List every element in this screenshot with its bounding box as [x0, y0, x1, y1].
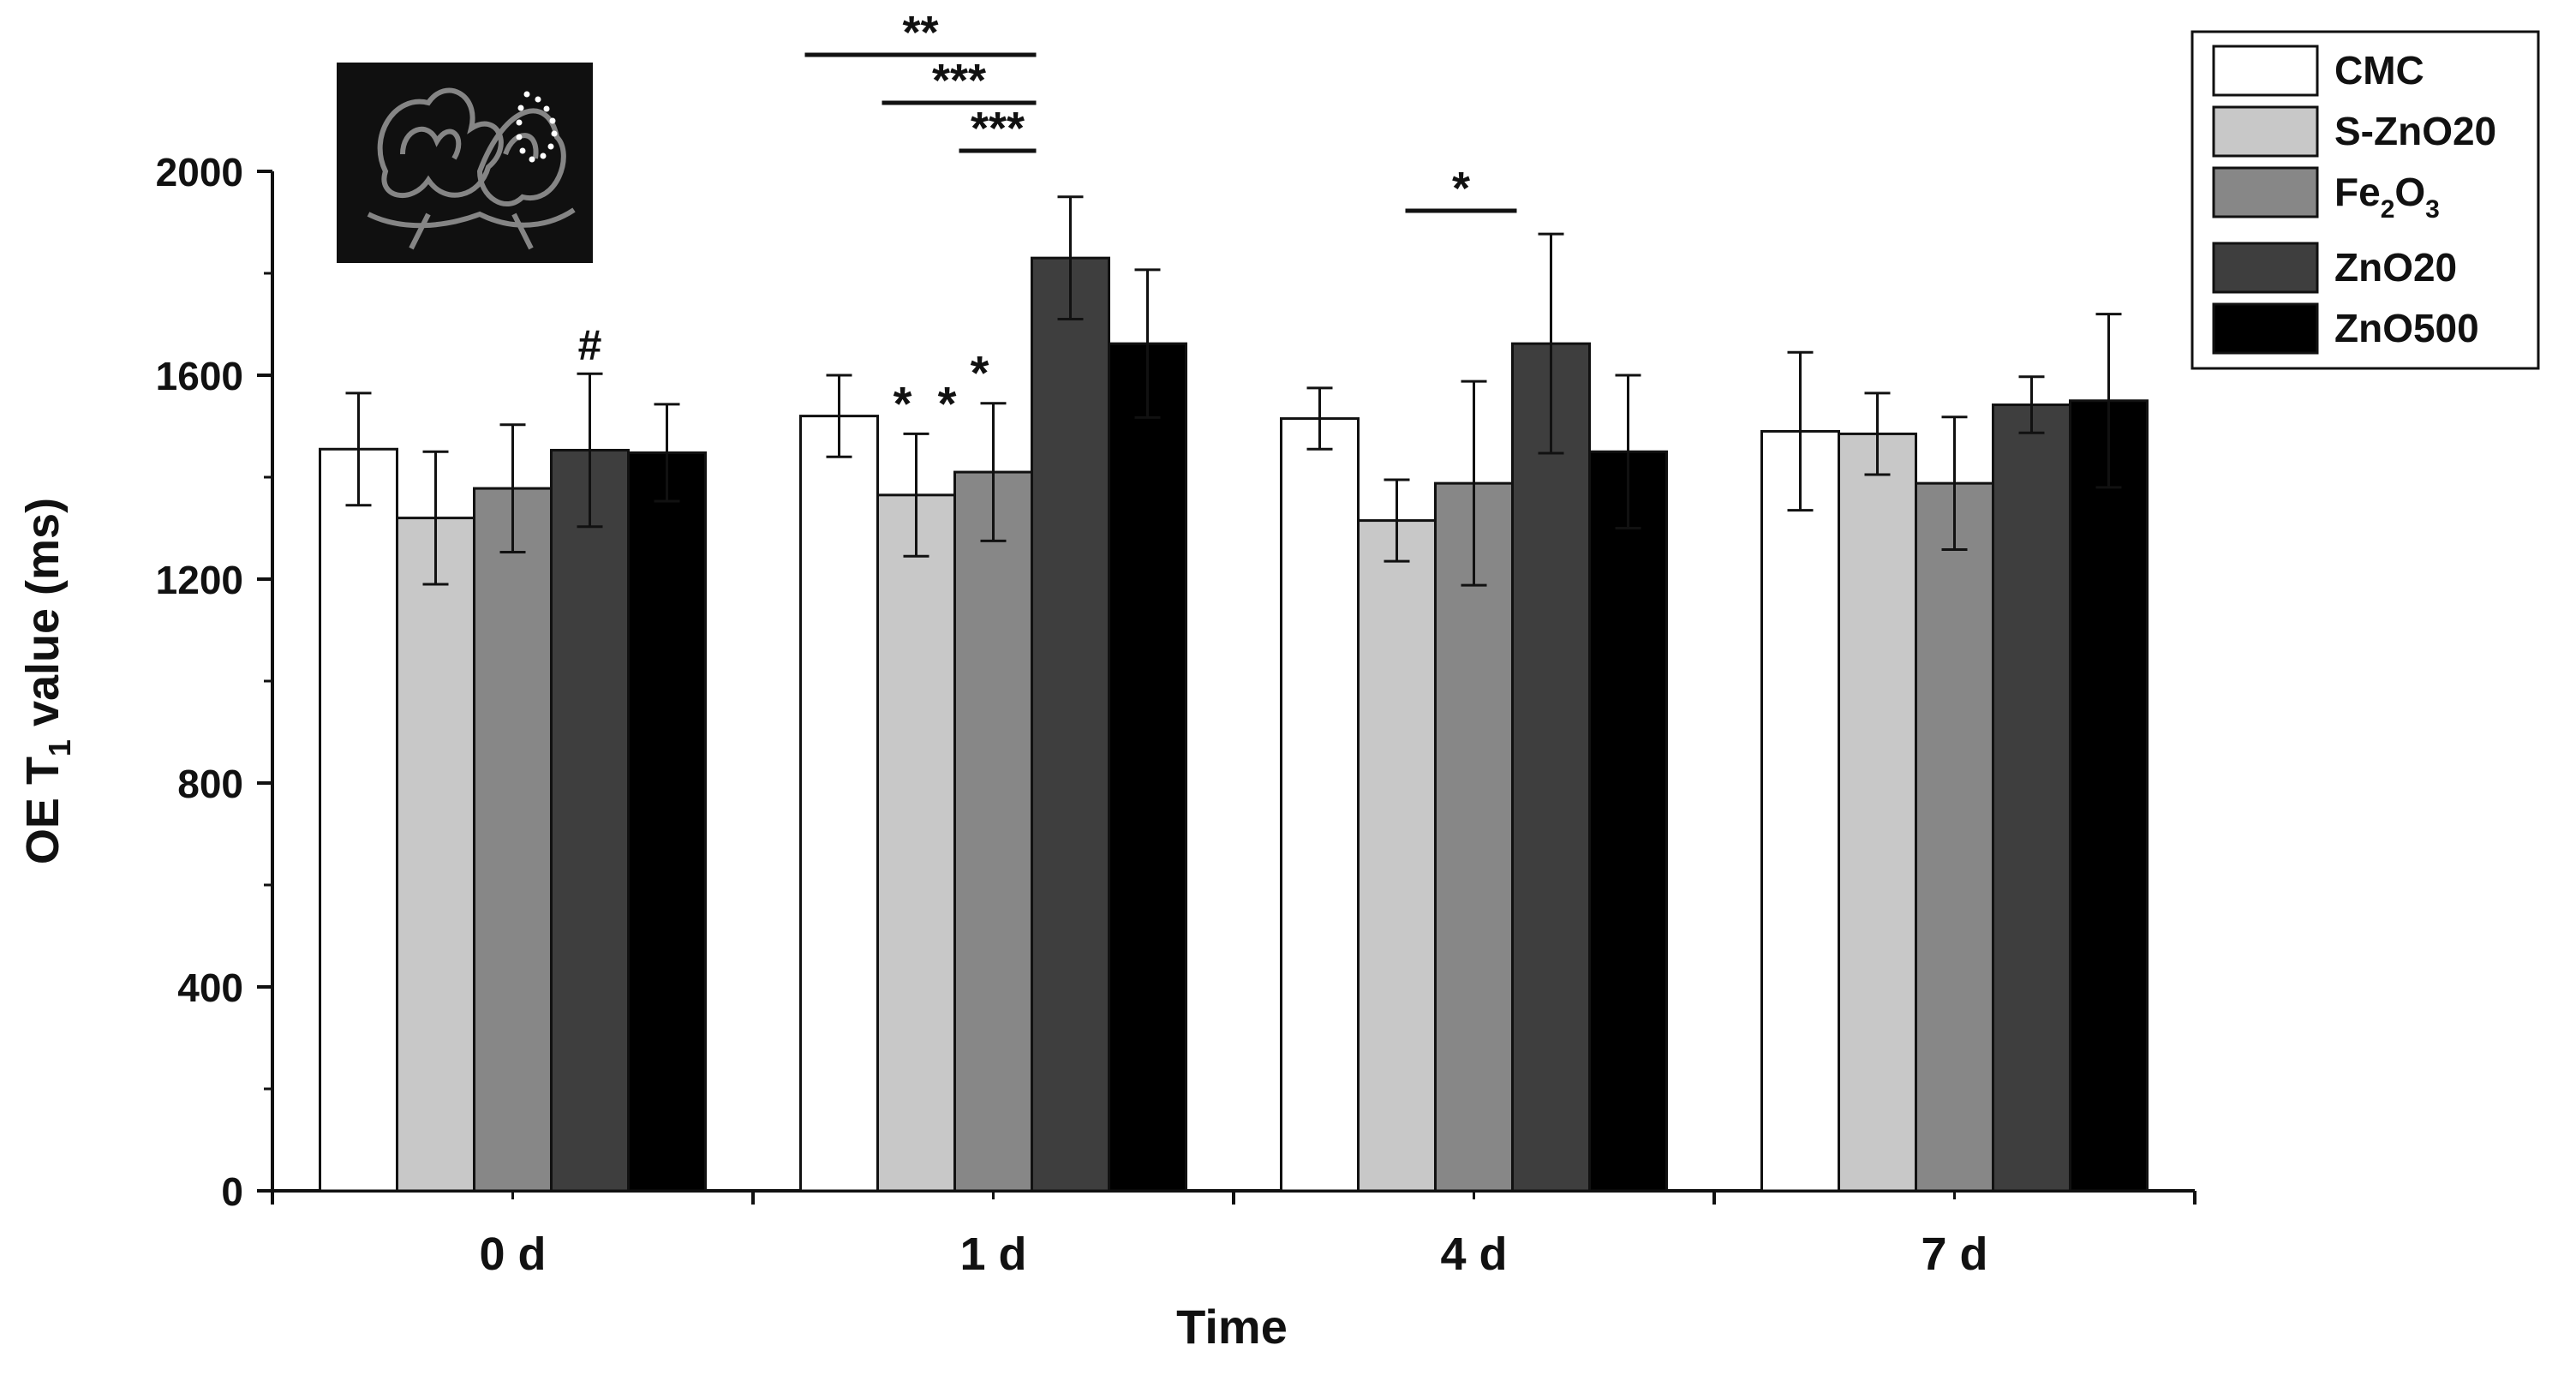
y-tick-label: 400 [177, 966, 243, 1010]
inset-mri-image [337, 63, 593, 263]
bar [1588, 450, 1668, 1193]
bar [1915, 481, 1994, 1193]
y-tick-label: 1600 [156, 354, 243, 398]
bar [876, 493, 956, 1193]
bar [473, 487, 553, 1193]
mri-roi-dots [516, 91, 558, 163]
significance-mark: # [578, 321, 602, 369]
x-axis-label: Time [1176, 1300, 1288, 1354]
bar [396, 517, 475, 1193]
y-axis-label-text: OE T1 value (ms) [17, 498, 77, 864]
y-axis-label: OE T1 value (ms) [17, 498, 77, 864]
bar [1434, 481, 1514, 1193]
y-tick-label: 800 [177, 762, 243, 806]
bars [319, 195, 2149, 1193]
significance-mark: * [894, 376, 912, 430]
legend-swatch [2212, 166, 2319, 218]
bar [1108, 342, 1187, 1193]
legend-swatch [2212, 302, 2319, 355]
significance-bracket-label: * [1452, 163, 1470, 214]
bar [319, 447, 398, 1193]
bar [1280, 417, 1360, 1193]
legend-label: Fe2O3 [2334, 170, 2440, 224]
x-tick-label: 4 d [1440, 1229, 1507, 1280]
y-tick-label: 2000 [156, 150, 243, 194]
legend-label: S-ZnO20 [2334, 109, 2496, 153]
legend-label: ZnO20 [2334, 245, 2457, 290]
annotations: #* *********** [578, 7, 1517, 430]
bar [1760, 429, 1840, 1193]
y-tick-label: 1200 [156, 558, 243, 602]
mri-brain-slice-image [337, 63, 593, 263]
bar [1031, 256, 1110, 1193]
x-tick-label: 7 d [1921, 1229, 1987, 1280]
legend-swatch [2212, 105, 2319, 158]
legend-label: ZnO500 [2334, 306, 2479, 350]
bar [1838, 432, 1917, 1193]
x-tick-label: 1 d [959, 1229, 1026, 1280]
bar [953, 470, 1033, 1193]
legend: CMC S-ZnO20 Fe2O3 ZnO20 ZnO500 [2190, 30, 2540, 370]
bar [550, 448, 630, 1193]
bar [1357, 519, 1437, 1193]
mri-brain-pattern [367, 87, 576, 250]
bar [799, 415, 879, 1193]
significance-bracket-label: *** [971, 103, 1025, 154]
significance-bracket-label: *** [932, 55, 986, 106]
legend-label: CMC [2334, 48, 2424, 93]
bar [1992, 404, 2071, 1193]
legend-swatch [2212, 45, 2319, 97]
bar [627, 451, 707, 1193]
y-tick-label: 0 [221, 1169, 243, 1214]
significance-mark: * [938, 376, 957, 430]
legend-swatch [2212, 242, 2319, 294]
y-ticks: 0 400 800 1200 1600 2000 [156, 150, 272, 1214]
significance-mark: * [971, 346, 989, 400]
significance-bracket-label: ** [902, 7, 938, 58]
bar [2069, 399, 2149, 1193]
bar [1511, 342, 1591, 1193]
x-tick-label: 0 d [479, 1229, 546, 1280]
x-ticks: 0 d 1 d 4 d 7 d [271, 1191, 2196, 1280]
